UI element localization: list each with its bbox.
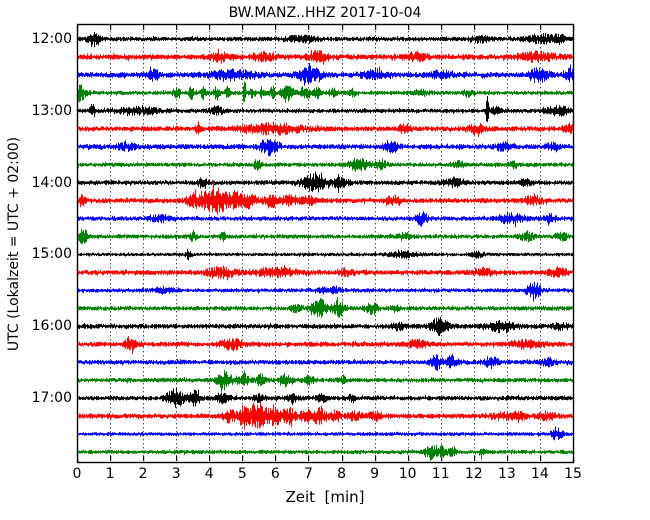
x-tick-label: 8 <box>337 466 346 482</box>
x-tick-label: 0 <box>72 466 82 482</box>
x-tick-label: 9 <box>370 466 380 482</box>
x-tick-label: 14 <box>531 466 549 482</box>
x-tick-label: 1 <box>105 466 115 482</box>
x-tick-label: 7 <box>303 466 313 482</box>
chart-title: BW.MANZ..HHZ 2017-10-04 <box>228 5 422 21</box>
x-tick-label: 12 <box>464 466 483 482</box>
x-tick-label: 2 <box>138 466 148 482</box>
y-axis-label: UTC (Lokalzeit = UTC + 02:00) <box>6 136 22 352</box>
x-axis-label: Zeit [min] <box>285 488 365 506</box>
x-tick-label: 10 <box>398 466 417 482</box>
y-tick-label: 13:00 <box>31 102 72 119</box>
y-tick-label: 17:00 <box>31 390 72 407</box>
x-tick-label: 11 <box>431 466 450 482</box>
x-tick-label: 6 <box>270 466 280 482</box>
y-tick-label: 15:00 <box>31 246 72 263</box>
y-tick-label: 12:00 <box>31 31 72 47</box>
x-tick-label: 5 <box>237 466 247 482</box>
x-tick-label: 15 <box>564 466 582 482</box>
y-tick-label: 16:00 <box>31 318 72 335</box>
x-tick-label: 3 <box>171 466 181 482</box>
y-tick-label: 14:00 <box>31 174 72 191</box>
x-tick-label: 4 <box>204 466 214 482</box>
x-tick-label: 13 <box>497 466 516 482</box>
